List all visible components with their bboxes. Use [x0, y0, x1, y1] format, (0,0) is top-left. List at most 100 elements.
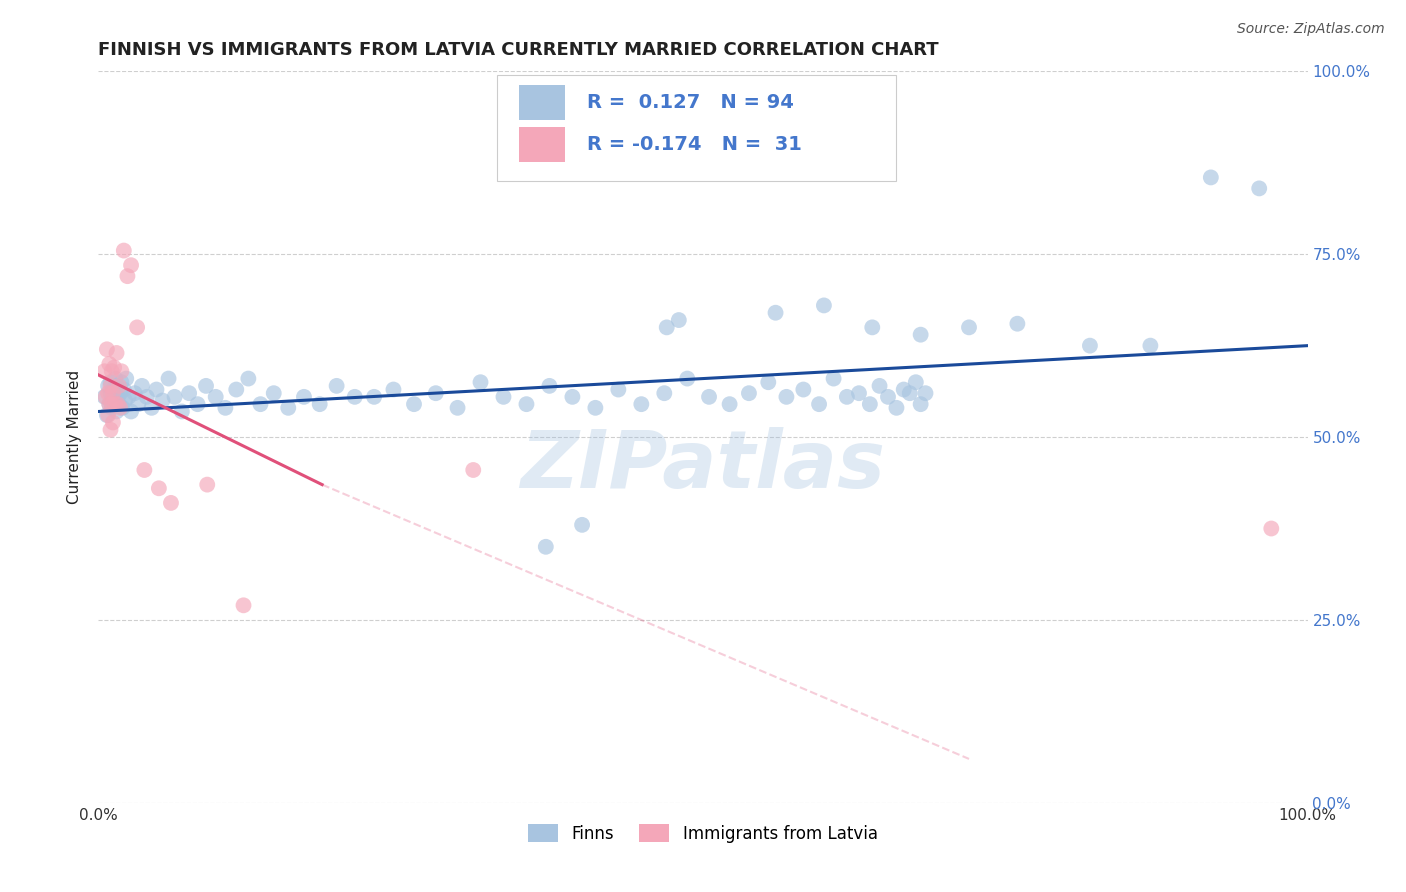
Point: [277, 401, 299, 415]
Point: [135, 390, 157, 404]
Point: [105, 346, 128, 360]
Point: [141, 401, 163, 415]
Point: [101, 386, 124, 401]
Text: R =  0.127   N = 94: R = 0.127 N = 94: [586, 94, 794, 112]
Point: [98, 397, 121, 411]
Point: [127, 320, 149, 334]
Point: [152, 393, 174, 408]
Point: [98, 357, 121, 371]
Point: [877, 390, 900, 404]
Point: [869, 379, 891, 393]
Point: [848, 386, 870, 401]
Point: [108, 401, 131, 415]
Point: [100, 364, 122, 378]
Point: [225, 383, 247, 397]
Point: [112, 244, 135, 258]
Point: [120, 258, 142, 272]
Point: [105, 379, 128, 393]
Point: [107, 390, 129, 404]
Point: [583, 401, 606, 415]
Point: [738, 386, 761, 401]
Point: [630, 397, 652, 411]
Point: [655, 320, 678, 334]
Point: [195, 379, 218, 393]
Text: ZIPatlas: ZIPatlas: [520, 427, 886, 506]
Point: [914, 386, 936, 401]
Point: [108, 386, 131, 401]
Point: [463, 463, 485, 477]
Point: [97, 379, 120, 393]
Point: [96, 343, 118, 357]
Point: [214, 401, 236, 415]
Point: [823, 371, 845, 385]
FancyBboxPatch shape: [519, 86, 565, 120]
Point: [120, 404, 142, 418]
Point: [1139, 338, 1161, 352]
Point: [187, 397, 209, 411]
Y-axis label: Currently Married: Currently Married: [67, 370, 83, 504]
Point: [101, 416, 124, 430]
Point: [893, 383, 915, 397]
Point: [170, 404, 193, 418]
Point: [363, 390, 385, 404]
Text: FINNISH VS IMMIGRANTS FROM LATVIA CURRENTLY MARRIED CORRELATION CHART: FINNISH VS IMMIGRANTS FROM LATVIA CURREN…: [98, 41, 939, 59]
Point: [103, 360, 125, 375]
Point: [124, 386, 146, 401]
Point: [160, 496, 183, 510]
Point: [402, 397, 425, 411]
Point: [860, 320, 883, 334]
Point: [910, 397, 932, 411]
Point: [97, 386, 120, 401]
Point: [676, 371, 699, 385]
Point: [115, 371, 138, 385]
Point: [232, 599, 254, 613]
Point: [98, 397, 121, 411]
Point: [263, 386, 285, 401]
Point: [108, 397, 131, 411]
Point: [668, 313, 690, 327]
Point: [112, 383, 135, 397]
Legend: Finns, Immigrants from Latvia: Finns, Immigrants from Latvia: [522, 817, 884, 849]
Point: [148, 481, 170, 495]
Point: [425, 386, 447, 401]
Point: [1260, 521, 1282, 535]
Point: [1249, 181, 1271, 195]
Point: [100, 386, 122, 401]
Point: [204, 390, 226, 404]
Point: [97, 408, 120, 422]
Point: [134, 463, 156, 477]
Point: [104, 397, 127, 411]
Point: [538, 379, 561, 393]
Point: [163, 390, 186, 404]
Point: [859, 397, 882, 411]
Point: [756, 376, 779, 390]
Point: [561, 390, 583, 404]
Point: [145, 383, 167, 397]
Point: [308, 397, 330, 411]
Point: [96, 408, 118, 422]
Point: [195, 477, 218, 491]
Point: [607, 383, 630, 397]
Point: [118, 390, 141, 404]
Point: [652, 386, 675, 401]
Point: [1078, 338, 1101, 352]
FancyBboxPatch shape: [519, 127, 565, 162]
Point: [571, 517, 593, 532]
Point: [382, 383, 405, 397]
Point: [325, 379, 347, 393]
Point: [103, 393, 125, 408]
Point: [93, 364, 115, 378]
Point: [697, 390, 720, 404]
Point: [131, 379, 153, 393]
Point: [910, 327, 932, 342]
Point: [238, 371, 260, 385]
Point: [446, 401, 468, 415]
Point: [515, 397, 537, 411]
Point: [835, 390, 858, 404]
Point: [343, 390, 366, 404]
Point: [534, 540, 557, 554]
Point: [110, 364, 132, 378]
Point: [107, 397, 129, 411]
Point: [93, 390, 115, 404]
Point: [957, 320, 980, 334]
